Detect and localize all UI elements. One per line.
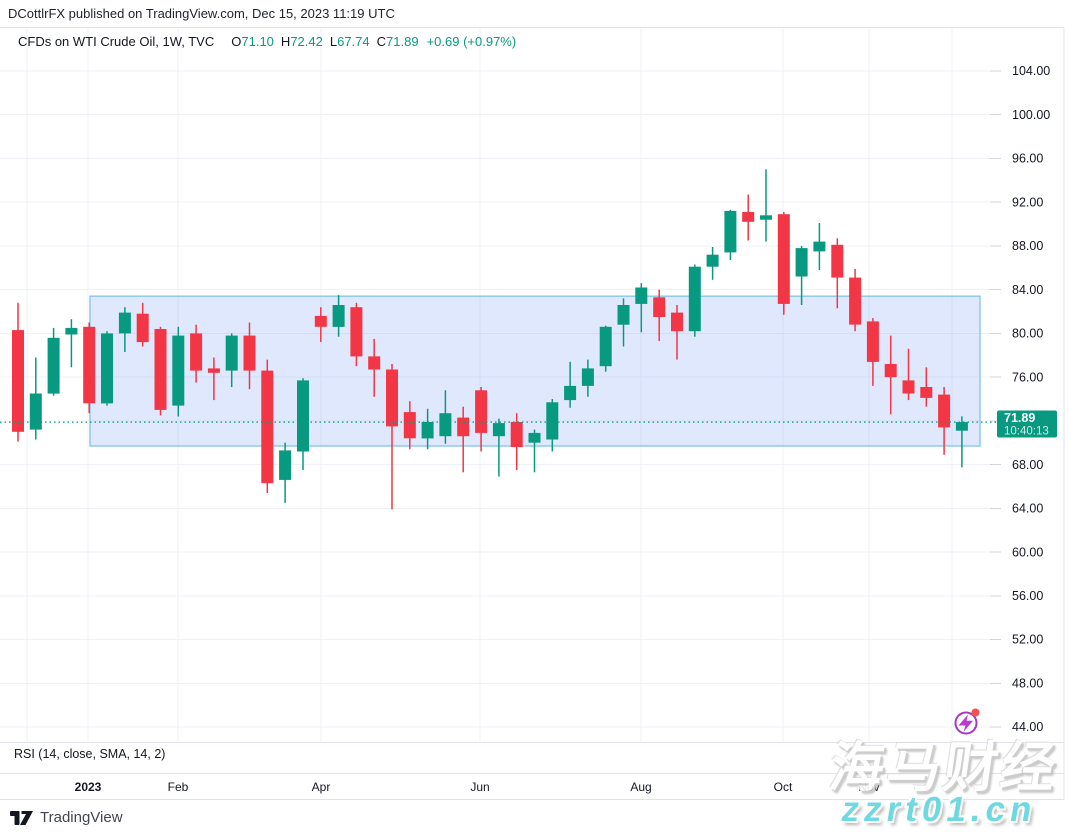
symbol-title: CFDs on WTI Crude Oil, 1W, TVC (18, 34, 215, 49)
candle[interactable] (831, 238, 844, 309)
candle[interactable] (261, 359, 274, 493)
candle[interactable] (528, 429, 541, 473)
price-axis-label: 96.00 (1012, 152, 1043, 166)
candle[interactable] (813, 223, 826, 270)
legend-low-label: L (329, 34, 338, 49)
price-axis-label: 76.00 (1012, 370, 1043, 384)
legend-high-value: 72.42 (290, 34, 323, 49)
price-axis-label: 88.00 (1012, 239, 1043, 253)
price-axis-label: 48.00 (1012, 677, 1043, 691)
candle[interactable] (671, 305, 683, 360)
candle[interactable] (12, 302, 24, 442)
candle[interactable] (29, 357, 42, 440)
candle[interactable] (207, 357, 220, 401)
candle[interactable] (884, 335, 897, 415)
candle[interactable] (902, 348, 915, 401)
tradingview-logo-mark (10, 811, 33, 825)
rsi-indicator-label[interactable]: RSI (14, close, SMA, 14, 2) (14, 747, 166, 761)
candle[interactable] (635, 283, 648, 333)
candle[interactable] (368, 338, 381, 397)
legend-change: +0.69 (+0.97%) (426, 34, 517, 49)
price-axis-label: 64.00 (1012, 502, 1043, 516)
candle[interactable] (243, 322, 256, 390)
svg-text:71.89: 71.89 (1004, 411, 1035, 425)
time-axis-label: Nov (858, 780, 879, 794)
watermark-chinese: 海马财经 (825, 738, 1063, 798)
candle[interactable] (492, 418, 505, 477)
candle[interactable] (581, 359, 594, 397)
candle[interactable] (47, 327, 60, 396)
candle[interactable] (421, 408, 434, 450)
candle[interactable] (190, 324, 203, 383)
candle[interactable] (297, 378, 309, 471)
legend-low-value: 67.74 (337, 34, 370, 49)
tradingview-logo[interactable]: TradingView (10, 809, 123, 826)
legend-open-value: 71.10 (241, 34, 274, 49)
highlight-box[interactable] (89, 295, 981, 447)
legend-close-label: C (376, 34, 387, 49)
candle[interactable] (101, 331, 113, 406)
price-axis-label: 52.00 (1012, 633, 1043, 647)
candle[interactable] (118, 307, 131, 352)
time-axis-label: Feb (168, 780, 189, 794)
candle[interactable] (599, 325, 612, 372)
candle[interactable] (225, 333, 238, 387)
candle[interactable] (564, 361, 577, 408)
price-axis-label: 68.00 (1012, 458, 1043, 472)
candle[interactable] (688, 264, 701, 337)
candle[interactable] (439, 390, 452, 444)
svg-text:10:40:13: 10:40:13 (1004, 426, 1049, 438)
candle[interactable] (386, 364, 398, 510)
candle[interactable] (314, 307, 327, 343)
price-axis-label: 80.00 (1012, 327, 1043, 341)
watermark-url: zzrt01.cn (838, 790, 1041, 829)
candle[interactable] (760, 169, 772, 242)
candle[interactable] (938, 387, 951, 455)
candle[interactable] (920, 367, 933, 407)
candle[interactable] (510, 413, 523, 471)
time-axis-label: Jun (470, 780, 489, 794)
candle[interactable] (724, 209, 737, 261)
candle[interactable] (154, 326, 167, 416)
price-axis-label: 44.00 (1012, 720, 1043, 734)
tradingview-logo-text: TradingView (40, 809, 123, 826)
candle[interactable] (403, 401, 416, 450)
legend-open-label: O (231, 34, 242, 49)
price-axis-label: 104.00 (1012, 64, 1050, 78)
candle[interactable] (706, 247, 719, 280)
candle[interactable] (955, 416, 968, 468)
candle[interactable] (777, 212, 790, 315)
candle[interactable] (350, 302, 363, 367)
time-axis-label: Apr (312, 780, 331, 794)
boost-icon[interactable] (954, 708, 980, 735)
candle[interactable] (617, 298, 630, 347)
candle[interactable] (279, 442, 292, 503)
publish-info: DCottlrFX published on TradingView.com, … (8, 6, 395, 21)
candle[interactable] (83, 322, 96, 414)
candle[interactable] (653, 289, 666, 342)
candle[interactable] (742, 194, 755, 241)
time-axis-label: Aug (630, 780, 651, 794)
price-axis-label: 84.00 (1012, 283, 1043, 297)
candle[interactable] (332, 295, 345, 337)
time-axis-label: 2023 (75, 780, 102, 794)
candle[interactable] (866, 318, 879, 386)
price-axis-label: 56.00 (1012, 589, 1043, 603)
legend-close-value: 71.89 (386, 34, 419, 49)
candle[interactable] (65, 319, 78, 368)
price-axis-label: 100.00 (1012, 108, 1050, 122)
candle[interactable] (795, 245, 808, 305)
price-axis-label: 60.00 (1012, 545, 1043, 559)
time-axis-label: Oct (774, 780, 793, 794)
candle[interactable] (546, 399, 559, 452)
candle[interactable] (172, 326, 185, 417)
candle[interactable] (849, 268, 862, 332)
candle[interactable] (136, 302, 149, 347)
price-axis-label: 92.00 (1012, 195, 1043, 209)
legend-high-label: H (280, 34, 291, 49)
